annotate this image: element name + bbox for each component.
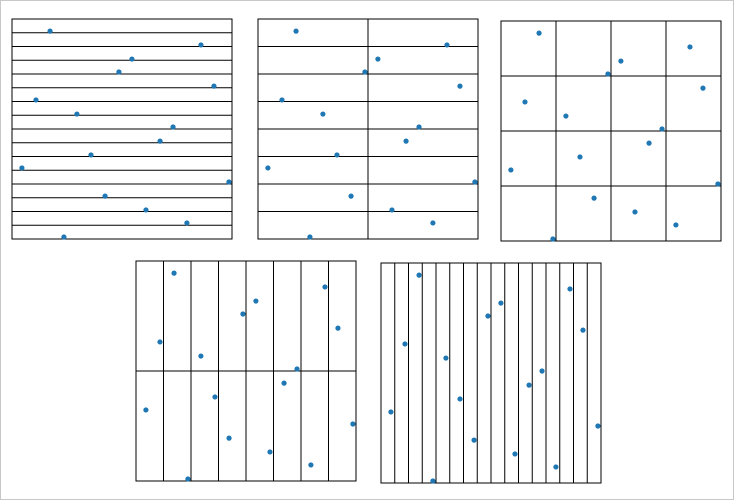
data-point [472, 179, 478, 185]
data-point [116, 69, 122, 75]
data-point [157, 339, 163, 345]
data-point [550, 236, 556, 242]
data-point [281, 380, 287, 386]
data-point [157, 138, 163, 144]
data-point [403, 138, 409, 144]
axes-frame [380, 262, 602, 484]
data-point [170, 124, 176, 130]
data-point [143, 407, 149, 413]
data-point [212, 394, 218, 400]
data-point [605, 71, 611, 77]
data-point [265, 165, 271, 171]
data-point [485, 313, 491, 319]
data-point [320, 111, 326, 117]
data-point [198, 353, 204, 359]
data-point [443, 355, 449, 361]
data-point [279, 97, 285, 103]
data-point [553, 464, 559, 470]
data-point [646, 140, 652, 146]
panel-2 [257, 18, 479, 240]
data-point [211, 83, 217, 89]
axes-frame [135, 260, 357, 482]
data-point [632, 209, 638, 215]
data-point [143, 207, 149, 213]
data-point [402, 341, 408, 347]
data-point [375, 56, 381, 62]
data-point [388, 409, 394, 415]
data-point [563, 113, 569, 119]
data-point [430, 220, 436, 226]
data-point [715, 181, 721, 187]
data-point [307, 234, 313, 240]
data-point [198, 42, 204, 48]
data-point [659, 126, 665, 132]
data-point [184, 220, 190, 226]
data-point [673, 222, 679, 228]
data-point [512, 451, 518, 457]
data-point [350, 421, 356, 427]
data-point [577, 154, 583, 160]
data-point [700, 85, 706, 91]
data-point [595, 423, 601, 429]
data-point [416, 272, 422, 278]
data-point [226, 179, 232, 185]
data-point [171, 270, 177, 276]
data-point [240, 311, 246, 317]
data-point [539, 368, 545, 374]
data-point [457, 83, 463, 89]
data-point [348, 193, 354, 199]
data-point [508, 167, 514, 173]
data-point [61, 234, 67, 240]
data-point [416, 124, 422, 130]
data-point [362, 69, 368, 75]
data-point [308, 462, 314, 468]
data-point [334, 152, 340, 158]
panel-1 [11, 18, 233, 240]
data-point [294, 366, 300, 372]
data-point [522, 99, 528, 105]
data-point [444, 42, 450, 48]
panel-3 [500, 20, 722, 242]
data-point [526, 382, 532, 388]
data-point [226, 435, 232, 441]
panel-5 [380, 262, 602, 484]
axes-frame [11, 18, 233, 240]
panel-4 [135, 260, 357, 482]
data-point [19, 165, 25, 171]
data-point [33, 97, 39, 103]
data-point [88, 152, 94, 158]
data-point [129, 56, 135, 62]
data-point [185, 476, 191, 482]
data-point [536, 30, 542, 36]
data-point [253, 298, 259, 304]
axes-frame [500, 20, 722, 242]
data-point [102, 193, 108, 199]
data-point [335, 325, 341, 331]
data-point [580, 327, 586, 333]
data-point [618, 58, 624, 64]
data-point [389, 207, 395, 213]
axes-frame [257, 18, 479, 240]
data-point [267, 449, 273, 455]
data-point [498, 300, 504, 306]
data-point [430, 478, 436, 484]
data-point [687, 44, 693, 50]
data-point [74, 111, 80, 117]
data-point [457, 396, 463, 402]
data-point [293, 28, 299, 34]
data-point [591, 195, 597, 201]
data-point [47, 28, 53, 34]
data-point [567, 286, 573, 292]
data-point [471, 437, 477, 443]
data-point [322, 284, 328, 290]
